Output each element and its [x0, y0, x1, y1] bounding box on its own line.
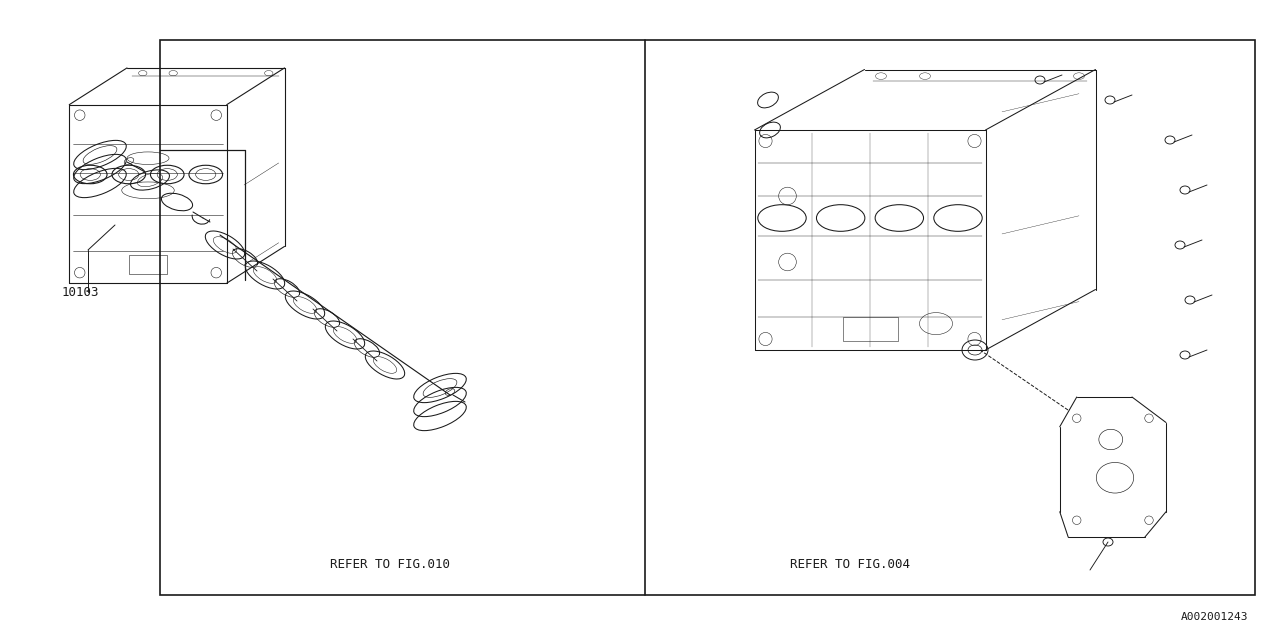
Text: 10103: 10103: [61, 285, 100, 298]
Text: REFER TO FIG.010: REFER TO FIG.010: [330, 559, 451, 572]
Bar: [160, 40, 1254, 595]
Bar: [129, 255, 166, 275]
Text: A002001243: A002001243: [1180, 612, 1248, 622]
Bar: [842, 317, 897, 341]
Text: REFER TO FIG.004: REFER TO FIG.004: [790, 559, 910, 572]
